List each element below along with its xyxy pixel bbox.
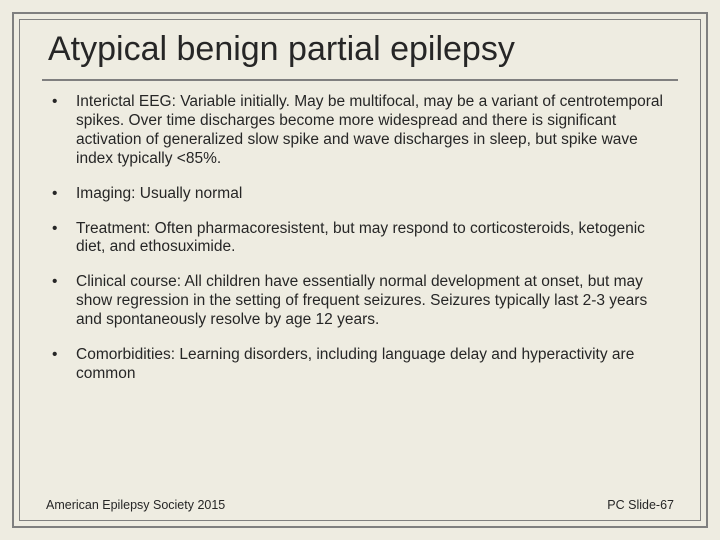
outer-frame: Atypical benign partial epilepsy • Inter… xyxy=(12,12,708,528)
bullet-text: Interictal EEG: Variable initially. May … xyxy=(76,93,670,169)
inner-frame: Atypical benign partial epilepsy • Inter… xyxy=(19,19,701,521)
bullet-item: • Interictal EEG: Variable initially. Ma… xyxy=(50,93,670,169)
title-divider xyxy=(42,79,678,81)
bullet-mark: • xyxy=(50,346,76,384)
bullet-item: • Imaging: Usually normal xyxy=(50,185,670,204)
bullet-text: Clinical course: All children have essen… xyxy=(76,273,670,330)
bullet-mark: • xyxy=(50,273,76,330)
footer-right: PC Slide-67 xyxy=(607,498,674,512)
slide: Atypical benign partial epilepsy • Inter… xyxy=(0,0,720,540)
bullet-mark: • xyxy=(50,220,76,258)
bullet-mark: • xyxy=(50,185,76,204)
slide-title: Atypical benign partial epilepsy xyxy=(42,30,678,69)
bullet-item: • Comorbidities: Learning disorders, inc… xyxy=(50,346,670,384)
bullet-text: Imaging: Usually normal xyxy=(76,185,670,204)
bullet-text: Comorbidities: Learning disorders, inclu… xyxy=(76,346,670,384)
footer-left: American Epilepsy Society 2015 xyxy=(46,498,225,512)
bullet-text: Treatment: Often pharmacoresistent, but … xyxy=(76,220,670,258)
bullet-item: • Treatment: Often pharmacoresistent, bu… xyxy=(50,220,670,258)
bullet-item: • Clinical course: All children have ess… xyxy=(50,273,670,330)
bullet-mark: • xyxy=(50,93,76,169)
footer: American Epilepsy Society 2015 PC Slide-… xyxy=(42,498,678,512)
content-area: • Interictal EEG: Variable initially. Ma… xyxy=(42,93,678,498)
